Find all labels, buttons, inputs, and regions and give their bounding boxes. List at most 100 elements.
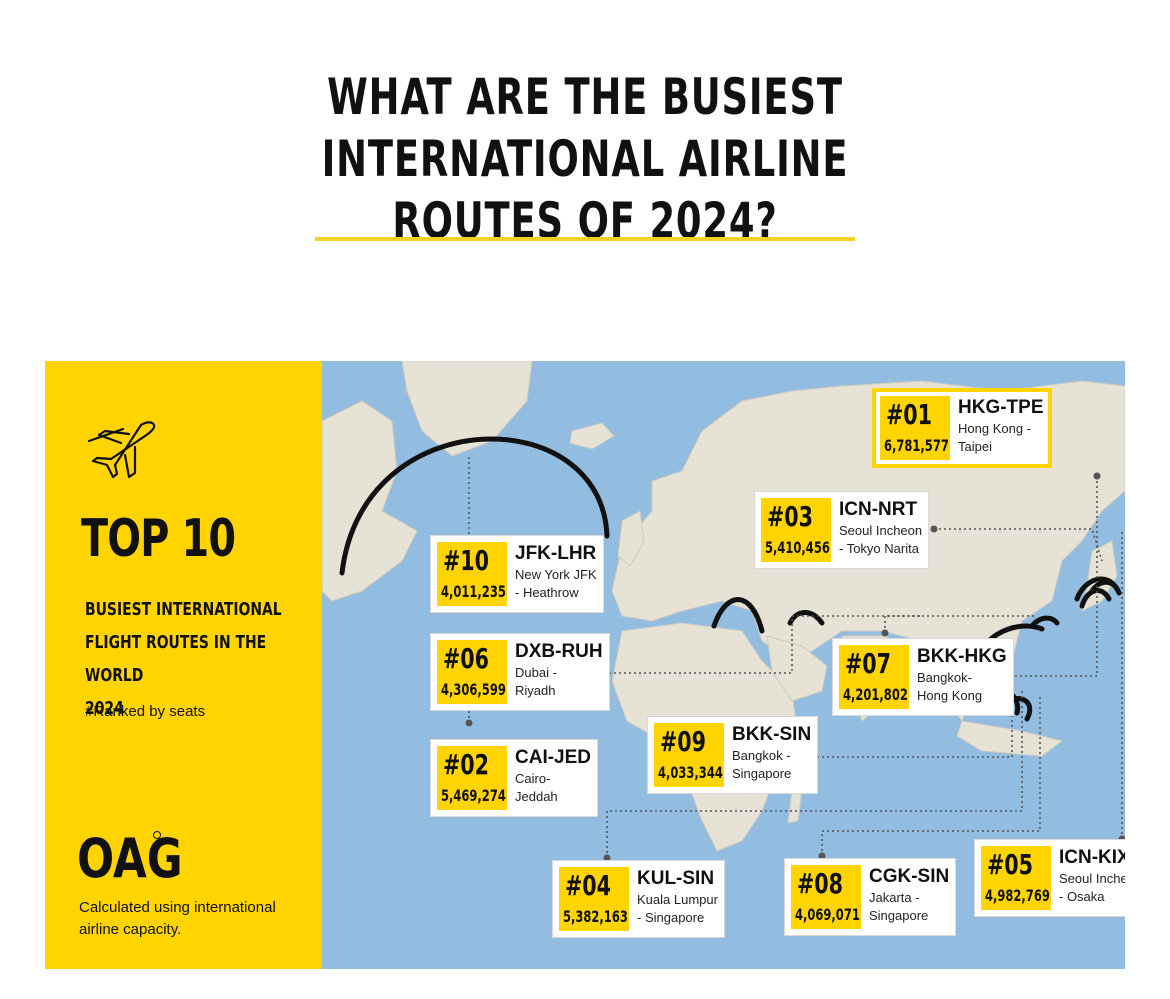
route-city-1: Kuala Lumpur bbox=[637, 892, 718, 907]
rank-box: #06 4,306,599 bbox=[437, 640, 507, 704]
land-indonesia bbox=[956, 720, 1064, 757]
route-rank: #06 bbox=[443, 642, 490, 675]
route-rank: #10 bbox=[443, 544, 490, 577]
route-city-1: Cairo- bbox=[515, 771, 551, 786]
route-rank: #03 bbox=[767, 500, 814, 533]
route-city-2: - Tokyo Narita bbox=[839, 541, 919, 556]
route-code: ICN-KIX bbox=[1059, 847, 1125, 868]
route-code: DXB-RUH bbox=[515, 641, 603, 662]
route-card-04: #04 5,382,163 KUL-SIN Kuala Lumpur - Sin… bbox=[552, 860, 725, 938]
arc-cgk-sin bbox=[1009, 695, 1033, 722]
route-city-1: Hong Kong - bbox=[958, 421, 1031, 436]
page-headline: WHAT ARE THE BUSIEST INTERNATIONAL AIRLI… bbox=[155, 66, 1016, 252]
route-rank: #01 bbox=[886, 398, 933, 431]
rank-box: #07 4,201,802 bbox=[839, 645, 909, 709]
route-code: JFK-LHR bbox=[515, 543, 597, 564]
headline-divider bbox=[315, 237, 855, 241]
logo-mark bbox=[153, 831, 161, 839]
subtitle-line-2: FLIGHT ROUTES IN THE WORLD bbox=[85, 632, 267, 686]
arc-icn-kix-2 bbox=[1089, 579, 1122, 596]
route-info: JFK-LHR New York JFK - Heathrow bbox=[507, 542, 597, 606]
route-city-1: Seoul Incheon bbox=[1059, 871, 1125, 886]
rank-box: #02 5,469,274 bbox=[437, 746, 507, 810]
headline-line-1: WHAT ARE THE BUSIEST INTERNATIONAL AIRLI… bbox=[321, 68, 849, 188]
leader-dot-08 bbox=[818, 852, 826, 860]
route-info: BKK-SIN Bangkok - Singapore bbox=[724, 723, 811, 787]
leader-04 bbox=[606, 691, 1023, 858]
route-info: HKG-TPE Hong Kong - Taipei bbox=[950, 396, 1044, 460]
rank-box: #09 4,033,344 bbox=[654, 723, 724, 787]
route-card-05: #05 4,982,769 ICN-KIX Seoul Incheon - Os… bbox=[974, 839, 1125, 917]
route-city-1: New York JFK bbox=[515, 567, 597, 582]
route-seats: 6,781,577 bbox=[884, 436, 949, 455]
route-code: CAI-JED bbox=[515, 747, 592, 768]
ranked-note: #Ranked by seats bbox=[85, 703, 206, 720]
headline-line-2: ROUTES OF 2024? bbox=[392, 192, 778, 250]
route-city-1: Bangkok - bbox=[732, 748, 791, 763]
route-info: ICN-NRT Seoul Incheon - Tokyo Narita bbox=[831, 498, 922, 562]
route-city-1: Jakarta - bbox=[869, 890, 920, 905]
leader-dot-02 bbox=[465, 719, 473, 727]
route-rank: #04 bbox=[565, 869, 612, 902]
land-britain bbox=[617, 510, 645, 567]
route-rank: #08 bbox=[797, 867, 844, 900]
route-info: DXB-RUH Dubai - Riyadh bbox=[507, 640, 603, 704]
world-map: #01 6,781,577 HKG-TPE Hong Kong - Taipei… bbox=[322, 361, 1125, 969]
route-code: CGK-SIN bbox=[869, 866, 950, 887]
airplane-icon bbox=[87, 421, 156, 479]
route-seats: 4,306,599 bbox=[441, 680, 506, 699]
route-info: BKK-HKG Bangkok- Hong Kong bbox=[909, 645, 1007, 709]
route-card-01: #01 6,781,577 HKG-TPE Hong Kong - Taipei bbox=[872, 388, 1052, 468]
subtitle-line-1: BUSIEST INTERNATIONAL bbox=[85, 599, 282, 620]
route-city-2: - Osaka bbox=[1059, 889, 1105, 904]
route-seats: 4,201,802 bbox=[843, 685, 908, 704]
leader-06 bbox=[559, 615, 1037, 674]
route-city-1: Dubai - bbox=[515, 665, 557, 680]
panel-title: TOP 10 bbox=[81, 509, 236, 569]
route-card-10: #10 4,011,235 JFK-LHR New York JFK - Hea… bbox=[430, 535, 604, 613]
route-card-03: #03 5,410,456 ICN-NRT Seoul Incheon - To… bbox=[754, 491, 930, 569]
leader-dot-04 bbox=[603, 854, 611, 862]
route-seats: 5,469,274 bbox=[441, 786, 506, 805]
route-city-2: Taipei bbox=[958, 439, 992, 454]
route-code: ICN-NRT bbox=[839, 499, 918, 520]
route-code: KUL-SIN bbox=[637, 868, 715, 889]
land-arabia bbox=[766, 635, 828, 702]
route-city-2: - Singapore bbox=[637, 910, 705, 925]
oag-logo: OAG bbox=[77, 827, 183, 890]
route-city-1: Seoul Incheon bbox=[839, 523, 923, 538]
route-rank: #07 bbox=[845, 647, 892, 680]
leader-01 bbox=[1012, 476, 1098, 677]
leader-07 bbox=[884, 615, 922, 633]
arc-hkg-tpe bbox=[1029, 615, 1060, 629]
route-city-1: Bangkok- bbox=[917, 670, 972, 685]
subtitle-line-3: 2024 bbox=[85, 698, 124, 719]
arc-jfk-lhr bbox=[339, 436, 610, 576]
land-iceland bbox=[569, 422, 615, 450]
rank-box: #08 4,069,071 bbox=[791, 865, 861, 929]
leader-dot-01 bbox=[1093, 472, 1101, 480]
rank-box: #01 6,781,577 bbox=[880, 396, 950, 460]
rank-box: #05 4,982,769 bbox=[981, 846, 1051, 910]
routes-infographic: TOP 10 BUSIEST INTERNATIONAL FLIGHT ROUT… bbox=[45, 361, 1125, 969]
route-city-2: - Heathrow bbox=[515, 585, 579, 600]
land-madagascar bbox=[787, 788, 803, 824]
route-city-2: Singapore bbox=[732, 766, 792, 781]
route-info: ICN-KIX Seoul Incheon - Osaka bbox=[1051, 846, 1125, 910]
route-code: BKK-HKG bbox=[917, 646, 1007, 667]
route-card-02: #02 5,469,274 CAI-JED Cairo- Jeddah bbox=[430, 739, 599, 817]
side-panel: TOP 10 BUSIEST INTERNATIONAL FLIGHT ROUT… bbox=[45, 361, 322, 969]
route-seats: 4,982,769 bbox=[985, 886, 1050, 905]
leader-dot-07 bbox=[881, 629, 889, 637]
rank-box: #10 4,011,235 bbox=[437, 542, 507, 606]
calculation-note: Calculated using international airline c… bbox=[79, 899, 276, 938]
route-code: BKK-SIN bbox=[732, 724, 812, 745]
rank-box: #03 5,410,456 bbox=[761, 498, 831, 562]
route-seats: 4,011,235 bbox=[441, 582, 506, 601]
leader-03 bbox=[934, 528, 1103, 562]
arc-cai-jed bbox=[711, 597, 765, 634]
route-card-06: #06 4,306,599 DXB-RUH Dubai - Riyadh bbox=[430, 633, 610, 711]
route-card-09: #09 4,033,344 BKK-SIN Bangkok - Singapor… bbox=[647, 716, 819, 794]
route-info: CGK-SIN Jakarta - Singapore bbox=[861, 865, 949, 929]
route-card-08: #08 4,069,071 CGK-SIN Jakarta - Singapor… bbox=[784, 858, 957, 936]
